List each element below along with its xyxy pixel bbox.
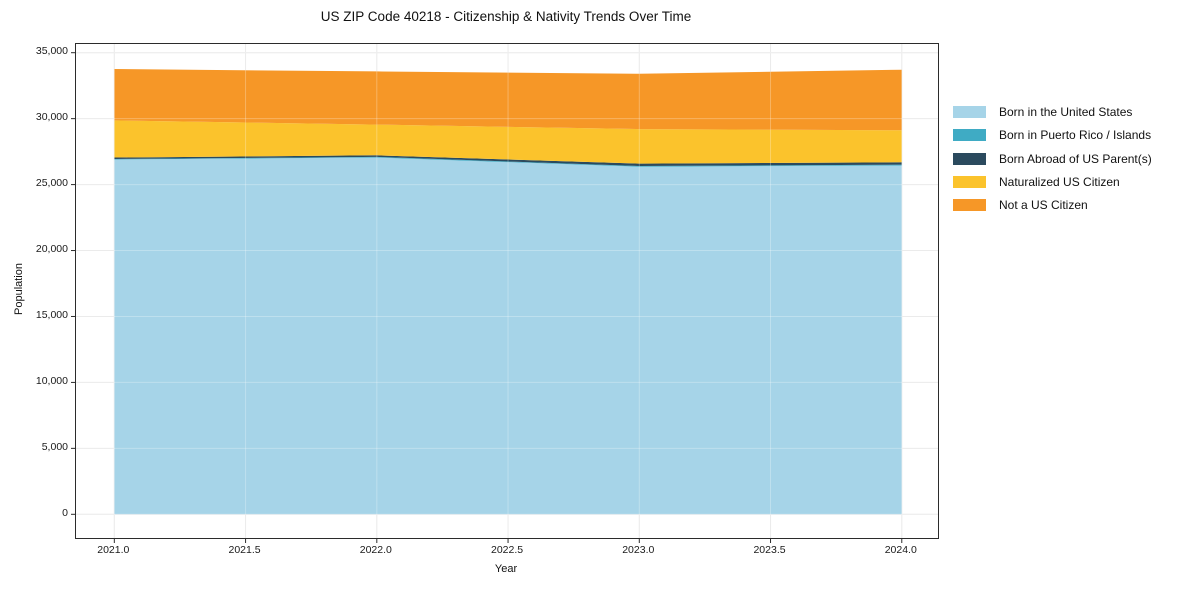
legend-swatch bbox=[953, 199, 986, 212]
legend-label: Born in Puerto Rico / Islands bbox=[999, 128, 1152, 143]
legend-label: Born Abroad of US Parent(s) bbox=[999, 151, 1152, 166]
legend-item: Not a US Citizen bbox=[953, 197, 1152, 213]
y-tick-label: 10,000 bbox=[35, 374, 68, 387]
x-axis-label: Year bbox=[494, 563, 518, 575]
legend-swatch bbox=[953, 152, 986, 165]
y-tick-label: 5,000 bbox=[41, 440, 68, 453]
y-tick-label: 0 bbox=[62, 506, 68, 519]
y-tick-label: 35,000 bbox=[35, 45, 68, 58]
legend-swatch bbox=[953, 175, 986, 188]
area-series bbox=[114, 156, 902, 167]
stacked-area-chart bbox=[71, 44, 938, 543]
legend-swatch bbox=[953, 129, 986, 142]
legend-item: Born Abroad of US Parent(s) bbox=[953, 151, 1152, 167]
y-tick-label: 20,000 bbox=[35, 243, 68, 256]
x-tick-label: 2023.0 bbox=[622, 544, 655, 556]
x-tick-label: 2022.0 bbox=[359, 544, 392, 556]
legend-label: Born in the United States bbox=[999, 105, 1133, 119]
x-tick-label: 2024.0 bbox=[884, 544, 917, 556]
chart-title: US ZIP Code 40218 - Citizenship & Nativi… bbox=[320, 9, 692, 24]
y-tick-label: 25,000 bbox=[35, 177, 68, 190]
y-tick-label: 15,000 bbox=[35, 308, 68, 321]
area-series bbox=[114, 155, 902, 166]
legend-label: Not a US Citizen bbox=[999, 198, 1088, 213]
x-tick-label: 2022.5 bbox=[490, 544, 524, 556]
plot-area bbox=[71, 43, 939, 543]
x-tick-label: 2023.5 bbox=[753, 544, 786, 556]
legend-item: Born in Puerto Rico / Islands bbox=[953, 127, 1152, 143]
x-tick-label: 2021.5 bbox=[228, 544, 261, 556]
legend: Born in the United States Born in Puerto … bbox=[953, 104, 1152, 213]
y-tick-label: 30,000 bbox=[35, 111, 68, 124]
legend-swatch bbox=[953, 106, 986, 118]
legend-item: Naturalized US Citizen bbox=[953, 174, 1152, 190]
area-series bbox=[114, 69, 902, 131]
legend-item: Born in the United States bbox=[953, 104, 1152, 120]
area-series bbox=[114, 157, 902, 515]
area-series bbox=[114, 120, 902, 164]
legend-label: Naturalized US Citizen bbox=[999, 174, 1120, 189]
x-tick-label: 2021.0 bbox=[97, 544, 130, 556]
